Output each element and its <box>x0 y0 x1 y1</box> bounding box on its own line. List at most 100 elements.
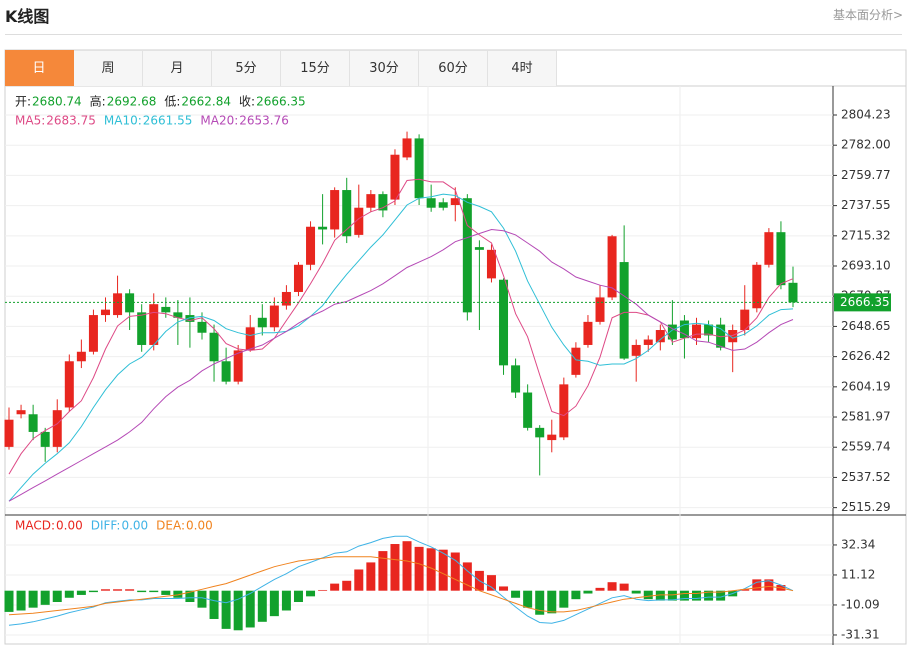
candle-body <box>655 330 665 343</box>
candle-body <box>4 419 14 447</box>
candle-body <box>113 293 123 316</box>
legend-text: 高: <box>90 94 106 109</box>
macd-bar <box>619 583 629 591</box>
candle-body <box>740 309 750 331</box>
macd-bar <box>390 544 400 591</box>
candle-body <box>293 264 303 292</box>
tab[interactable]: 60分 <box>419 50 488 86</box>
candle-body <box>233 350 243 382</box>
macd-bar <box>764 579 774 591</box>
macd-bar <box>173 590 183 598</box>
macd-bar <box>52 590 62 603</box>
ma-line <box>8 228 794 502</box>
y-tick-label: 2604.19 <box>841 379 891 393</box>
macd-bar <box>269 590 279 617</box>
macd-bar <box>511 590 521 598</box>
candle-body <box>462 198 472 313</box>
legend-text: 2653.76 <box>239 114 289 128</box>
legend-text: 低: <box>164 95 180 109</box>
macd-bar <box>716 590 726 601</box>
candle-body <box>366 194 376 208</box>
macd-bar <box>740 589 750 591</box>
y-tick-label: 2559.74 <box>841 440 891 454</box>
tab[interactable]: 4时 <box>488 50 557 86</box>
candle-body <box>221 361 231 382</box>
ma-line <box>8 178 794 475</box>
candle-body <box>414 138 424 199</box>
macd-bar <box>559 590 569 608</box>
candle-body <box>52 410 62 447</box>
macd-bar <box>113 589 123 591</box>
candle-body <box>402 138 412 158</box>
candle-body <box>559 384 569 438</box>
tab[interactable]: 30分 <box>350 50 419 86</box>
candle-body <box>788 282 798 303</box>
macd-bar <box>704 590 714 601</box>
macd-bar <box>185 590 195 603</box>
candle-body <box>330 190 340 230</box>
macd-bar <box>354 569 364 591</box>
page-title: K线图 <box>5 7 50 26</box>
macd-bar <box>607 582 617 591</box>
macd-bar <box>655 590 665 601</box>
candle-body <box>257 317 267 328</box>
y-tick-label: 2581.97 <box>841 410 891 424</box>
candle-body <box>161 306 171 313</box>
macd-bar <box>4 590 14 612</box>
tab[interactable]: 15分 <box>281 50 350 86</box>
legend-text: 0.00 <box>56 519 83 533</box>
macd-bar <box>499 586 509 591</box>
legend-text: 2680.74 <box>32 95 82 109</box>
y-tick-label: -10.09 <box>841 597 880 611</box>
macd-bar <box>28 590 38 608</box>
legend-text: MA20: <box>200 114 238 128</box>
y-tick-label: 2759.77 <box>841 168 891 182</box>
macd-bar <box>631 590 641 594</box>
macd-bar <box>197 590 207 608</box>
tab[interactable]: 5分 <box>212 50 281 86</box>
y-tick-label: 32.34 <box>841 537 875 551</box>
macd-bar <box>692 590 702 601</box>
macd-line <box>8 535 794 626</box>
fundamental-link[interactable]: 基本面分析> <box>832 8 903 22</box>
y-tick-label: 2626.42 <box>841 349 891 363</box>
tab[interactable]: 月 <box>143 50 212 86</box>
candle-body <box>535 427 545 438</box>
candle-body <box>631 344 641 356</box>
candle-body <box>752 264 762 309</box>
legend-text: MA5: <box>15 114 45 128</box>
candle-body <box>185 315 195 322</box>
candle-body <box>173 312 183 318</box>
legend-text: 0.00 <box>186 519 213 533</box>
legend-text: DEA: <box>156 519 185 533</box>
legend-text: 收: <box>239 95 255 109</box>
candle-body <box>281 291 291 306</box>
y-tick-label: 2804.23 <box>841 108 891 122</box>
y-tick-label: 2737.55 <box>841 198 891 212</box>
candle-body <box>607 236 617 298</box>
tab[interactable]: 日 <box>5 50 74 86</box>
candle-body <box>76 351 86 362</box>
tab-bar: 日周月 5分 15分 30分 60分 4时 <box>5 50 557 86</box>
macd-bar <box>583 590 593 594</box>
macd-bar <box>100 589 110 591</box>
candle-body <box>378 194 388 211</box>
tab[interactable]: 周 <box>74 50 143 86</box>
candle-body <box>40 431 50 447</box>
candle-body <box>269 305 279 328</box>
legend-text: 2662.84 <box>181 95 231 109</box>
divider <box>5 34 902 35</box>
candle-body <box>450 198 460 205</box>
last-price-label: 2666.35 <box>840 295 890 309</box>
candle-body <box>776 232 786 286</box>
candle-body <box>679 320 689 339</box>
macd-bar <box>752 579 762 591</box>
y-tick-label: -31.31 <box>841 627 880 641</box>
legend-text: DIFF: <box>91 519 121 533</box>
macd-bar <box>88 590 98 593</box>
macd-bar <box>486 575 496 591</box>
macd-bar <box>571 590 581 600</box>
macd-bar <box>330 583 340 591</box>
candle-body <box>354 207 364 235</box>
legend-text: 2666.35 <box>256 95 306 109</box>
